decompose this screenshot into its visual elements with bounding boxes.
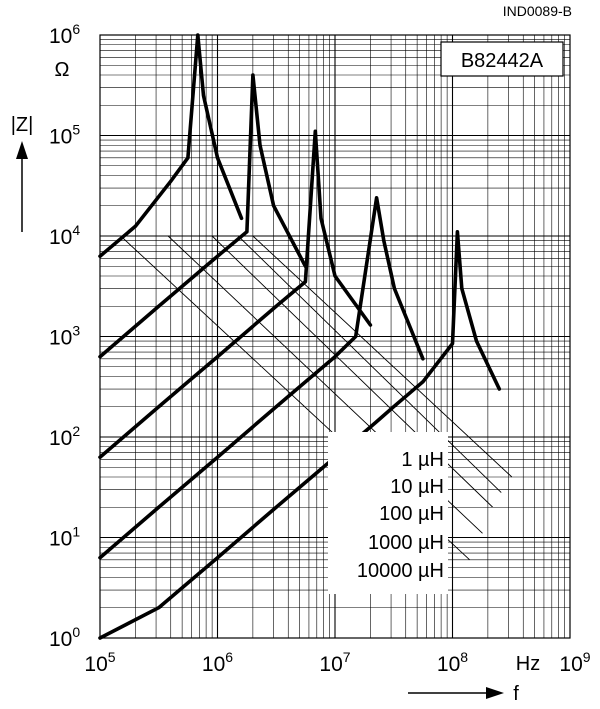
series-line bbox=[98, 196, 425, 560]
legend-entry: 1000 µH bbox=[368, 532, 444, 554]
plot-frame bbox=[99, 34, 571, 639]
y-tick-label: 106 bbox=[49, 21, 80, 48]
y-tick-label: 105 bbox=[49, 122, 80, 149]
legend-entry: 10000 µH bbox=[357, 560, 444, 582]
x-tick-label: 107 bbox=[319, 649, 350, 676]
x-axis-arrow bbox=[408, 687, 504, 699]
y-axis-label: |Z| bbox=[11, 114, 34, 136]
legend-entry: 10 µH bbox=[390, 476, 444, 498]
series-line bbox=[98, 230, 502, 640]
x-tick-label: 108 bbox=[437, 649, 468, 676]
x-unit: Hz bbox=[516, 653, 540, 675]
part-number: B82442A bbox=[461, 50, 544, 72]
x-axis-label: f bbox=[513, 683, 519, 705]
x-tick-labels: 105 106 107 108 109 bbox=[84, 649, 590, 676]
x-tick-label: 105 bbox=[84, 649, 115, 676]
guide-line bbox=[237, 235, 502, 493]
legend-box bbox=[328, 432, 448, 594]
series-line bbox=[98, 73, 308, 359]
figure-id: IND0089-B bbox=[503, 3, 572, 19]
legend-entry: 1 µH bbox=[401, 449, 444, 471]
guide-lines bbox=[120, 235, 513, 561]
guide-line bbox=[252, 235, 513, 478]
series-line bbox=[98, 33, 244, 259]
series-line bbox=[98, 129, 373, 460]
x-tick-label: 106 bbox=[202, 649, 233, 676]
y-tick-label: 102 bbox=[49, 423, 80, 450]
x-tick-label: 109 bbox=[559, 649, 590, 676]
y-axis-arrow bbox=[16, 141, 28, 232]
legend: 1 µH 10 µH 100 µH 1000 µH 10000 µH bbox=[357, 449, 444, 582]
part-number-box bbox=[440, 41, 564, 77]
legend-entry: 100 µH bbox=[379, 503, 444, 525]
y-tick-label: 103 bbox=[49, 323, 80, 350]
y-unit: Ω bbox=[55, 59, 70, 81]
y-tick-label: 100 bbox=[49, 624, 80, 651]
y-tick-label: 104 bbox=[49, 222, 80, 249]
y-tick-labels: 100 101 102 103 104 105 106 bbox=[49, 21, 80, 651]
series-curves bbox=[98, 33, 502, 640]
y-tick-label: 101 bbox=[49, 524, 80, 551]
